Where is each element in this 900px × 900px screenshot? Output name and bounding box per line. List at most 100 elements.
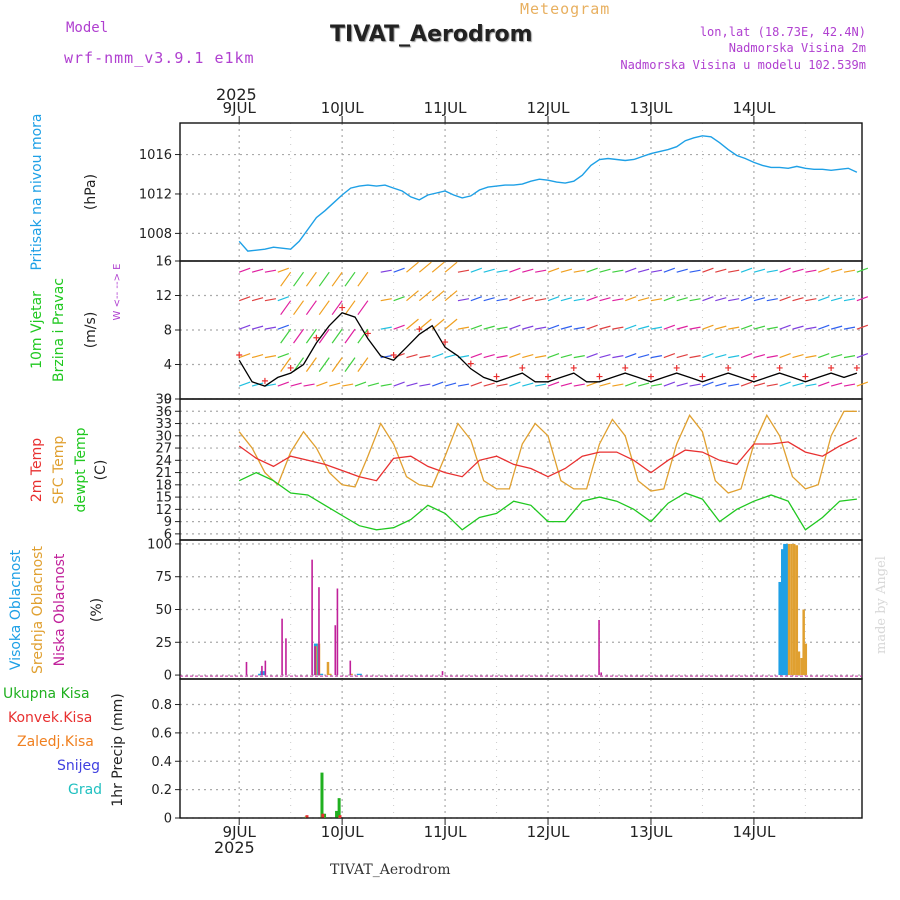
wind-arrow — [329, 382, 341, 387]
x-tick-label-top: 11JUL — [424, 99, 467, 117]
wind-arrow — [792, 325, 804, 330]
x-tick-label-top: 13JUL — [630, 99, 673, 117]
precip-legend-item: Zaledj.Kisa — [17, 734, 94, 750]
wind-arrow — [251, 268, 264, 273]
wind-arrow — [238, 381, 251, 387]
cloud_low-bar — [441, 671, 444, 676]
wind-arrow — [818, 324, 830, 330]
elevation-label: Nadmorska Visina 2m — [728, 41, 866, 55]
wind-arrow — [663, 353, 676, 359]
cloud_mid-bar — [797, 651, 801, 676]
precip_total-bar — [335, 810, 339, 818]
wind-arrow — [689, 298, 701, 302]
temperature-frame — [179, 398, 863, 541]
wind-arrow — [779, 296, 791, 302]
wind-ytick-label: 12 — [155, 289, 172, 304]
wind-arrow — [316, 381, 328, 387]
gust-marker — [699, 373, 706, 380]
precip-legend-item: Ukupna Kisa — [3, 686, 90, 702]
wind-arrow — [599, 268, 611, 273]
wind-arrow — [344, 357, 356, 372]
wind-arrow — [689, 269, 701, 273]
wind-arrow — [509, 381, 521, 387]
wind-arrow — [843, 383, 856, 387]
wind-arrow — [702, 381, 714, 387]
wind-arrow — [612, 269, 624, 273]
wind-arrow — [766, 355, 778, 359]
precipitation-ytick-label: 0.8 — [151, 698, 172, 713]
precip-ylabel: 1hr Precip (mm) — [110, 693, 126, 806]
wind-ytick-label: 8 — [164, 324, 172, 339]
wind-arrow — [766, 298, 778, 302]
model-label: Model — [66, 20, 109, 36]
cloud_low-bar — [285, 638, 287, 676]
wind-arrow — [625, 353, 637, 359]
gust-marker — [725, 364, 732, 371]
wind-arrow — [483, 382, 495, 387]
wind-arrow — [740, 267, 753, 273]
x-tick-label-bottom: 11JUL — [424, 823, 467, 841]
cloud_mid-bar — [326, 661, 330, 676]
wind-arrow — [547, 353, 560, 359]
wind-arrow — [457, 326, 470, 330]
wind-arrow — [418, 261, 432, 273]
temperature-panel — [175, 398, 863, 541]
wind-arrow — [573, 269, 585, 273]
wind-arrow — [728, 269, 740, 273]
pressure-panel — [175, 122, 863, 262]
temperature-ytick-label: 39 — [155, 393, 172, 408]
wind-arrow — [586, 381, 598, 387]
temperature-ytick-label: 21 — [155, 466, 172, 481]
wind-arrow — [547, 324, 560, 330]
wind-arrow — [380, 269, 392, 273]
wind-arrow — [843, 326, 856, 330]
wind-arrow — [431, 261, 445, 273]
temperature-ytick-label: 18 — [155, 478, 172, 493]
wind-arrow — [856, 296, 869, 302]
wind-arrow — [573, 355, 585, 359]
wind-arrow — [676, 382, 688, 387]
wind-arrow — [535, 326, 547, 330]
wind-arrow — [251, 354, 264, 359]
cloud_mid-bar — [792, 543, 796, 676]
cloud_high-bar — [318, 673, 324, 676]
cloud_mid-bar — [790, 543, 793, 676]
wind-arrow — [406, 354, 418, 359]
wind-arrow — [843, 269, 856, 273]
footer-station-label: TIVAT_Aerodrom — [330, 862, 451, 878]
wind-arrow — [457, 298, 470, 302]
precip-legend-item: Snijeg — [57, 758, 100, 774]
wind-arrow — [728, 355, 740, 359]
cloud_high-bar — [783, 543, 789, 676]
wind-arrow — [238, 324, 251, 330]
wind-arrow — [535, 355, 547, 359]
wind-arrow — [650, 298, 663, 302]
wind-arrow — [393, 296, 405, 302]
wind-arrow — [509, 267, 521, 273]
pressure-ylabel: Pritisak na nivou mora — [29, 113, 45, 270]
gust-marker — [416, 326, 423, 333]
wind-arrow — [357, 357, 369, 372]
cloud_high-bar — [778, 581, 784, 676]
precip_conv-bar — [305, 815, 309, 818]
wind-arrow — [238, 267, 251, 273]
wind-arrow — [753, 382, 766, 387]
gust-marker — [236, 352, 243, 359]
wind-arrow — [547, 296, 560, 302]
wind-arrow — [843, 355, 856, 359]
wind-arrow — [792, 382, 804, 387]
wind-arrow — [702, 324, 714, 330]
wind-arrow — [715, 268, 727, 273]
wind-arrow — [830, 297, 843, 302]
cloud_low-bar — [245, 661, 248, 676]
cloud_mid-bar — [787, 543, 791, 676]
wind-arrow — [702, 267, 714, 273]
x-tick-label-top: 14JUL — [732, 99, 775, 117]
wind-arrow — [393, 267, 405, 273]
dewpt-ylabel: dewpt Temp — [73, 427, 89, 512]
wind-arrow — [676, 268, 688, 273]
x-tick-label-bottom: 12JUL — [527, 823, 570, 841]
temp-2m-line — [238, 437, 858, 482]
wind-arrow — [856, 267, 869, 273]
gust-marker — [339, 304, 346, 311]
